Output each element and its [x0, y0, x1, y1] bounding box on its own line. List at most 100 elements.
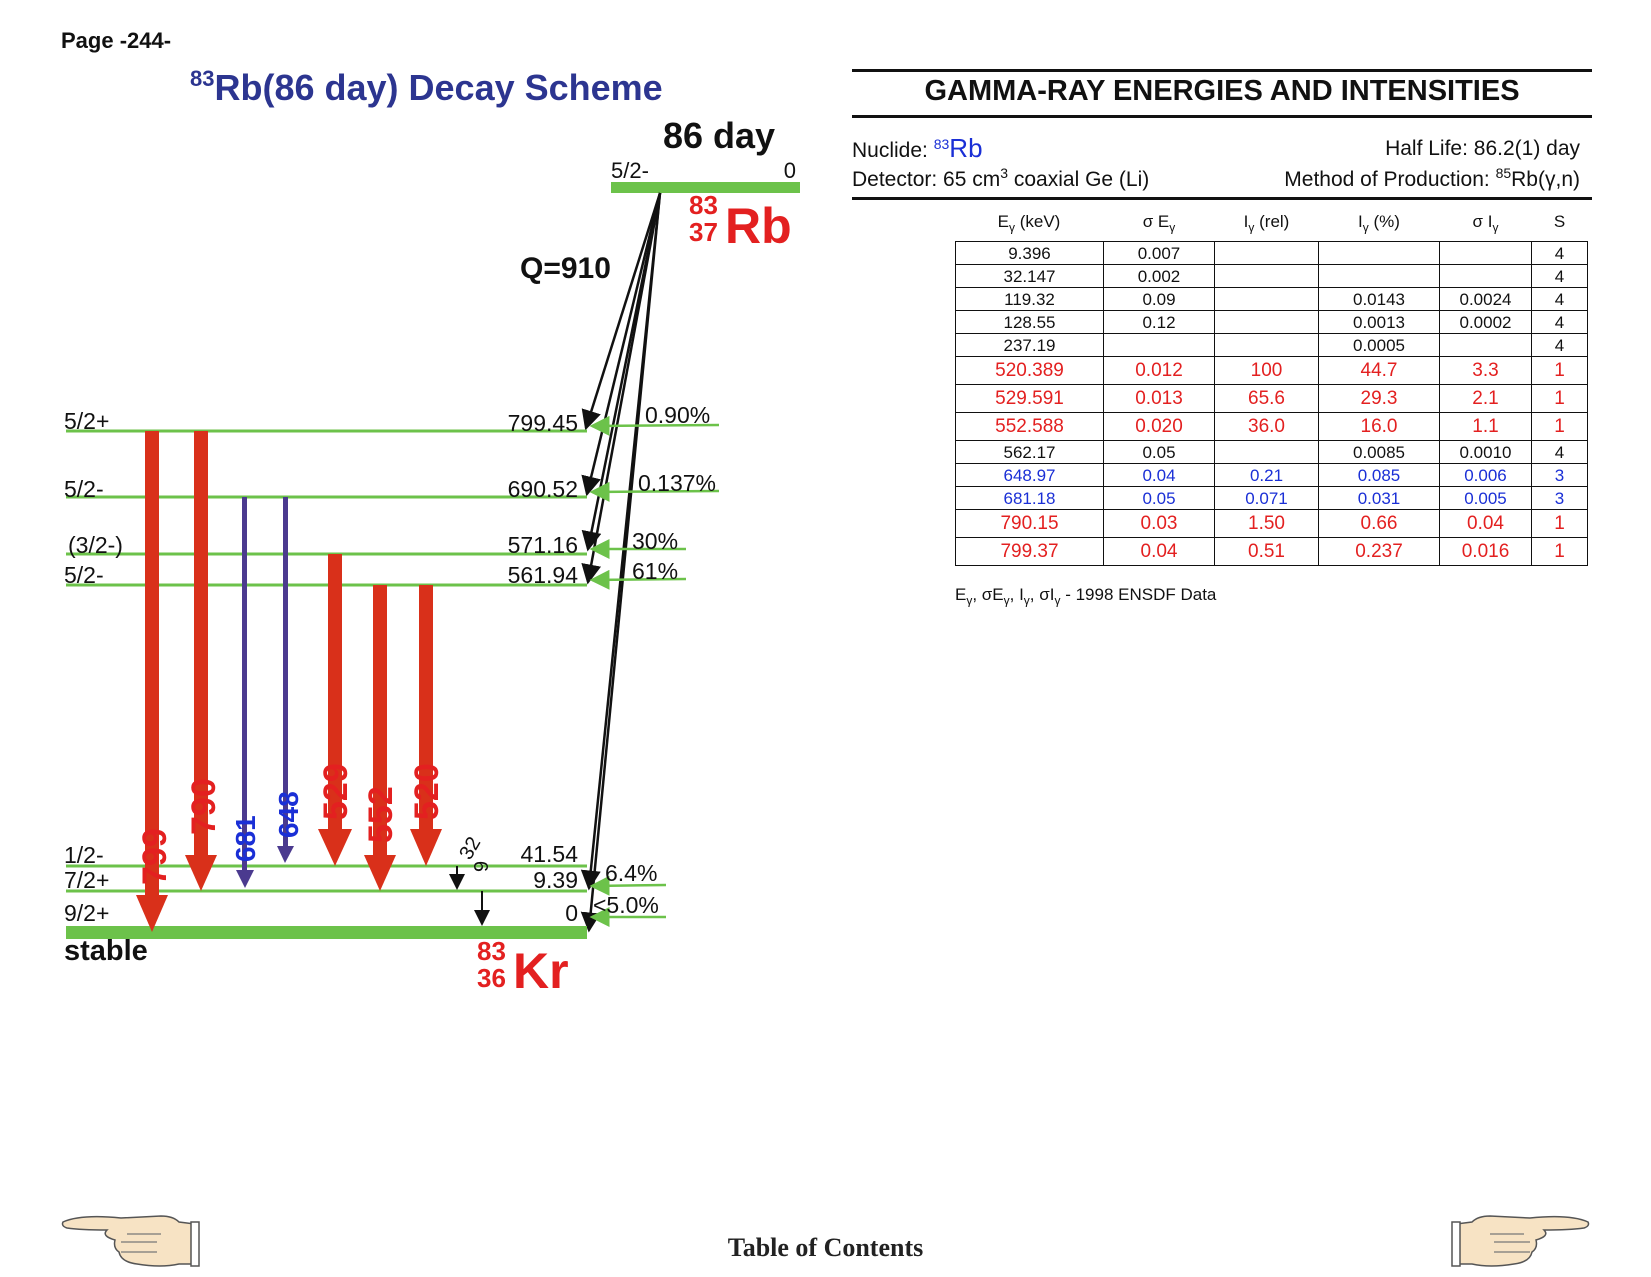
parent-energy: 0 [784, 158, 796, 183]
header-intensity-pct-unit: (%) [1373, 212, 1400, 231]
table-cell: 0.09 [1103, 287, 1215, 311]
level-spin-0: 9/2+ [64, 900, 109, 926]
gamma-label-520: 520 [408, 763, 446, 820]
level-branch-561: 61% [632, 558, 678, 584]
level-branch-0: <5.0% [593, 892, 659, 918]
table-row: 552.588 0.020 36.0 16.0 1.1 1 [955, 412, 1588, 441]
parent-spin: 5/2- [611, 158, 649, 183]
parent-symbol: Rb [725, 198, 792, 254]
gamma-label-681: 681 [230, 815, 261, 862]
level-energy-690: 690.52 [508, 476, 578, 502]
level-spin-799: 5/2+ [64, 408, 109, 434]
gamma-529-head [318, 829, 352, 866]
level-spin-41: 1/2- [64, 842, 104, 868]
table-cell: 0.66 [1318, 509, 1440, 538]
table-cell [1439, 264, 1532, 288]
level-branch-571: 30% [632, 528, 678, 554]
table-cell: 0.51 [1214, 537, 1319, 566]
gamma-transitions [136, 431, 490, 932]
table-cell: 0.002 [1103, 264, 1215, 288]
gamma-799-shaft [145, 431, 159, 901]
table-cell: 799.37 [955, 537, 1104, 566]
level-branch-799: 0.90% [645, 402, 710, 428]
table-cell: 119.32 [955, 287, 1104, 311]
panel-top-rule [852, 69, 1592, 72]
table-row: 32.147 0.002 4 [955, 264, 1588, 288]
panel-info-rule [852, 197, 1592, 200]
nuclide-mass: 83 [933, 136, 950, 152]
table-cell: 0.016 [1439, 537, 1532, 566]
table-cell: 9.396 [955, 241, 1104, 265]
table-cell: 1.50 [1214, 509, 1319, 538]
table-cell: 562.17 [955, 440, 1104, 464]
table-cell: 0.012 [1103, 356, 1215, 385]
table-cell [1439, 241, 1532, 265]
daughter-z: 36 [477, 963, 506, 993]
pointing-hand-left-icon [61, 1215, 200, 1267]
header-sigma-intensity-text: σ I [1472, 212, 1493, 231]
header-energy-symbol: E [997, 212, 1009, 231]
table-cell: 0.04 [1439, 509, 1532, 538]
table-cell: 128.55 [955, 310, 1104, 334]
table-cell: 0.0002 [1439, 310, 1532, 334]
stable-label: stable [64, 935, 148, 967]
page-label: Page -244- [61, 28, 172, 53]
next-page-button[interactable] [1450, 1212, 1590, 1277]
beta-feed-690 [581, 192, 662, 497]
table-cell: 1 [1531, 412, 1588, 441]
table-cell: 0.04 [1103, 463, 1215, 487]
table-row: 681.18 0.05 0.071 0.031 0.005 3 [955, 486, 1588, 510]
parent-mass: 83 [689, 190, 718, 220]
table-row: 119.32 0.09 0.0143 0.0024 4 [955, 287, 1588, 311]
beta-feed-561 [581, 192, 662, 585]
table-cell [1214, 310, 1319, 334]
half-life-info: Half Life: 86.2(1) day [1385, 137, 1580, 160]
prev-page-button[interactable] [61, 1212, 201, 1277]
level-energy-799: 799.45 [508, 410, 578, 436]
level-energy-571: 571.16 [508, 532, 578, 558]
ground-level-bar [66, 926, 587, 939]
table-cell: 4 [1531, 264, 1588, 288]
table-cell: 3 [1531, 486, 1588, 510]
panel-title-rule [852, 115, 1592, 118]
table-cell [1214, 333, 1319, 357]
table-cell: 3.3 [1439, 356, 1532, 385]
table-cell: 0.05 [1103, 486, 1215, 510]
header-intensity-rel: Iγ (rel) [1243, 212, 1290, 235]
gamma-648-shaft [283, 497, 288, 847]
table-cell: 0.0085 [1318, 440, 1440, 464]
panel-title: GAMMA-RAY ENERGIES AND INTENSITIES [924, 75, 1520, 107]
gamma-label-9: 9 [471, 861, 493, 872]
table-cell: 0.0013 [1318, 310, 1440, 334]
table-cell: 552.588 [955, 412, 1104, 441]
gamma-label-529: 529 [317, 763, 355, 820]
table-of-contents-link[interactable]: Table of Contents [727, 1233, 924, 1262]
parent-level-bar [611, 182, 800, 193]
nuclide-label: Nuclide: [852, 139, 928, 162]
header-energy-unit: (keV) [1019, 212, 1061, 231]
table-cell: 1 [1531, 509, 1588, 538]
scheme-title-mass: 83 [190, 66, 215, 91]
table-cell: 16.0 [1318, 412, 1440, 441]
header-energy: Eγ (keV) [997, 212, 1061, 235]
level-spin-561: 5/2- [64, 562, 104, 588]
beta-feed-0 [580, 192, 662, 933]
table-cell: 4 [1531, 333, 1588, 357]
header-intensity-pct: Iγ (%) [1358, 212, 1400, 235]
table-cell: 0.0005 [1318, 333, 1440, 357]
gamma-label-32: 32 [455, 833, 485, 863]
table-cell: 4 [1531, 287, 1588, 311]
table-cell: 0.03 [1103, 509, 1215, 538]
table-cell: 29.3 [1318, 384, 1440, 413]
table-row: 790.15 0.03 1.50 0.66 0.04 1 [955, 509, 1588, 538]
parent-z: 37 [689, 217, 718, 247]
detector-suffix: coaxial Ge (Li) [1008, 168, 1150, 191]
table-cell: 3 [1531, 463, 1588, 487]
production-prefix: Method of Production: [1284, 168, 1496, 191]
beta-feed-lines [580, 192, 662, 933]
table-cell [1318, 241, 1440, 265]
level-energy-0: 0 [565, 900, 578, 926]
table-cell: 681.18 [955, 486, 1104, 510]
table-cell: 790.15 [955, 509, 1104, 538]
table-cell [1214, 264, 1319, 288]
